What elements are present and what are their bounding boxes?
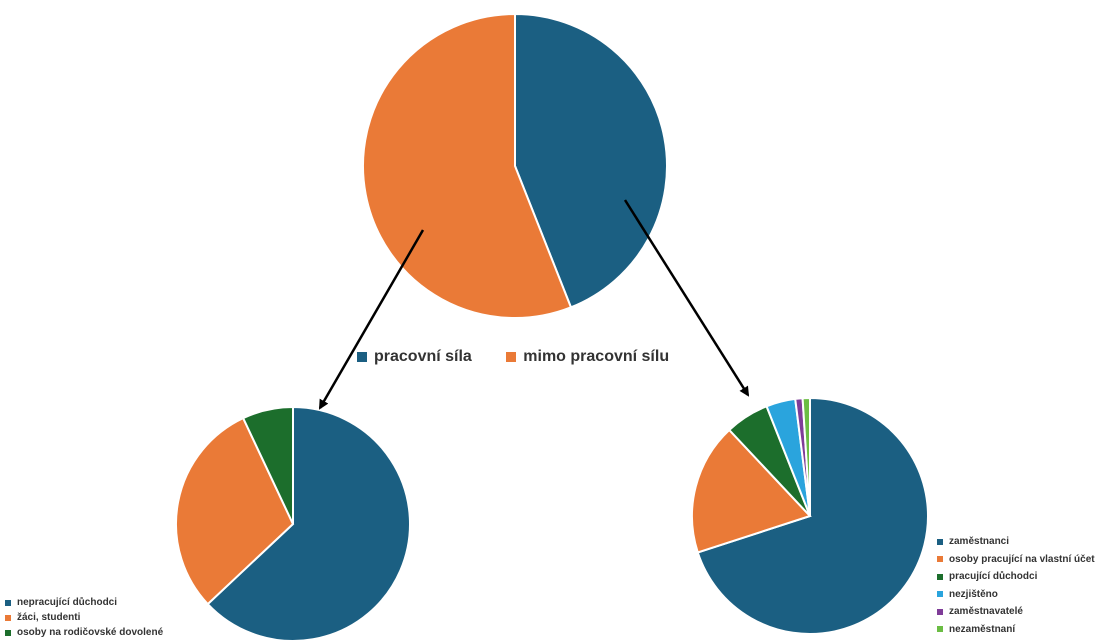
legend-swatch [937, 626, 943, 633]
pie-slice-zamestnanci [696, 396, 929, 635]
legend-item-zamestnanci: zaměstnanci [937, 533, 1095, 551]
legend-swatch [357, 352, 367, 362]
legend-item-pracujici-duchodci: pracující důchodci [937, 568, 1095, 586]
pie-slice-osoby-na-rodicovske-dovolene [241, 405, 294, 525]
legend-right: zaměstnanci osoby pracující na vlastní ú… [937, 533, 1095, 638]
legend-swatch [937, 556, 943, 563]
legend-item-mimo-pracovni-silu: mimo pracovní sílu [506, 348, 669, 366]
legend-left: nepracující důchodci žáci, studenti osob… [5, 595, 163, 640]
pie-slice-nepracujici-duchodci [206, 405, 411, 641]
legend-label: zaměstnanci [949, 536, 1010, 547]
legend-swatch [5, 629, 11, 636]
legend-label: nepracující důchodci [17, 597, 118, 608]
pie-chart-left [175, 405, 411, 641]
legend-item-osoby-na-rodicovske-dovolene: osoby na rodičovské dovolené [5, 625, 163, 640]
pie-chart-top [362, 12, 668, 319]
pie-slice-nezamestnani [801, 396, 811, 517]
legend-swatch [937, 538, 943, 545]
legend-swatch [5, 614, 11, 621]
legend-label: zaměstnavatelé [949, 606, 1023, 617]
legend-label: osoby na rodičovské dovolené [17, 627, 164, 638]
legend-item-osoby-pracujici-na-vlastni-ucet: osoby pracující na vlastní účet [937, 551, 1095, 569]
pie-slice-pracovni-sila [514, 12, 668, 309]
legend-top: pracovní síla mimo pracovní sílu [357, 348, 699, 367]
legend-item-zamestnavatele: zaměstnavatelé [937, 603, 1095, 621]
legend-label: nezaměstnaní [949, 623, 1016, 635]
pie-chart-right [691, 396, 929, 635]
legend-label: pracující důchodci [949, 571, 1038, 582]
legend-swatch [937, 591, 943, 598]
legend-item-nepracujici-duchodci: nepracující důchodci [5, 595, 163, 610]
legend-label: nezjištěno [949, 588, 998, 600]
legend-label: mimo pracovní sílu [523, 348, 670, 365]
arrow-left [318, 229, 425, 410]
legend-swatch [506, 352, 517, 362]
legend-swatch [5, 599, 11, 606]
legend-swatch [937, 608, 943, 615]
legend-item-nezamestnani: nezaměstnaní [937, 621, 1095, 639]
legend-label: pracovní síla [374, 348, 472, 365]
legend-item-zaci-studenti: žáci, studenti [5, 610, 163, 625]
legend-swatch [937, 573, 943, 580]
legend-item-nezjisteno: nezjištěno [937, 586, 1095, 604]
pie-slice-osoby-pracujici-na-vlastni-ucet [691, 428, 812, 554]
legend-label: osoby pracující na vlastní účet [949, 553, 1095, 565]
pie-slice-zaci-studenti [175, 416, 295, 606]
legend-item-pracovni-sila: pracovní síla [357, 348, 472, 366]
arrow-right [623, 199, 750, 397]
legend-label: žáci, studenti [17, 612, 81, 623]
